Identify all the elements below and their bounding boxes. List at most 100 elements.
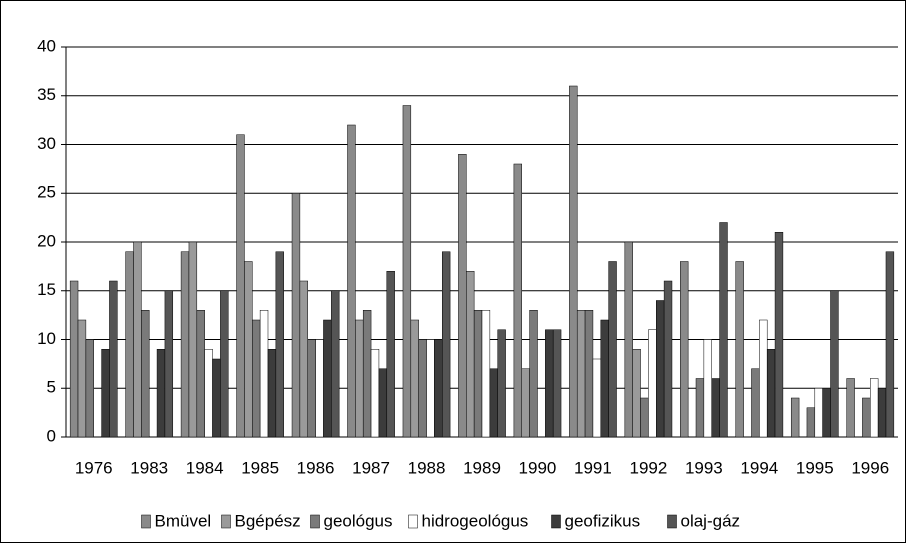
x-tick-label: 1994 [740, 458, 778, 477]
bar [473, 310, 483, 438]
bar [386, 271, 395, 438]
legend-label: geológus [324, 511, 393, 530]
bar [180, 251, 190, 438]
x-tick-label: 1993 [685, 458, 723, 477]
bar [513, 163, 523, 438]
bar [85, 339, 94, 438]
bar [766, 349, 776, 438]
bar [569, 85, 578, 438]
y-tick-label: 15 [37, 280, 56, 299]
bar [552, 329, 562, 438]
bar [291, 193, 301, 438]
bar [489, 368, 498, 438]
bar [774, 232, 784, 438]
bar [204, 349, 213, 438]
bar [331, 290, 340, 438]
bar [592, 358, 602, 438]
bar [378, 368, 388, 438]
x-tick-label: 1976 [75, 458, 113, 477]
x-tick-label: 1988 [408, 458, 446, 477]
bar [608, 261, 617, 438]
x-tick-label: 1987 [352, 458, 390, 477]
y-tick-label: 30 [37, 134, 56, 153]
bar [188, 241, 198, 438]
bar [275, 251, 284, 438]
bar [695, 378, 705, 438]
bar [458, 154, 467, 438]
bar [69, 280, 79, 438]
bar [870, 378, 879, 438]
bar [521, 368, 530, 438]
bar [759, 319, 768, 438]
bar [362, 310, 372, 438]
bar [441, 251, 451, 438]
bar [434, 339, 443, 438]
bar [663, 280, 673, 438]
bar [846, 378, 855, 438]
bar [680, 261, 689, 438]
bar [402, 105, 412, 438]
y-tick-label: 10 [37, 329, 56, 348]
legend-swatch [667, 514, 677, 529]
y-tick-label: 40 [37, 36, 56, 55]
bar [624, 241, 633, 438]
x-tick-label: 1991 [574, 458, 612, 477]
bar [236, 134, 245, 438]
bar [347, 124, 356, 438]
bar [648, 329, 657, 438]
x-tick-label: 1983 [130, 458, 168, 477]
bar [196, 310, 205, 438]
legend-label: geofizikus [565, 511, 641, 530]
bar [410, 319, 419, 438]
bar [790, 397, 800, 438]
bar [814, 388, 823, 438]
x-tick-label: 1984 [186, 458, 224, 477]
bar [323, 319, 332, 438]
bar [497, 329, 506, 438]
bar [885, 251, 895, 438]
x-tick-label: 1989 [463, 458, 501, 477]
bar [545, 329, 554, 438]
bar [703, 339, 712, 438]
bar [632, 349, 641, 438]
x-tick-label: 1990 [519, 458, 557, 477]
bar [101, 349, 110, 438]
bar [466, 271, 475, 438]
bar [267, 349, 277, 438]
x-tick-label: 1995 [796, 458, 834, 477]
legend-swatch [310, 514, 320, 529]
bar [220, 290, 229, 438]
bar [862, 397, 871, 438]
bar [830, 290, 839, 438]
legend-swatch [551, 514, 561, 529]
y-tick-label: 25 [37, 183, 56, 202]
bar [370, 349, 380, 438]
bar [141, 310, 150, 438]
x-tick-label: 1985 [241, 458, 279, 477]
bar [418, 339, 427, 438]
bar [133, 241, 142, 438]
x-tick-label: 1992 [629, 458, 667, 477]
bar [299, 280, 308, 438]
legend-label: Bmüvel [155, 511, 212, 530]
bar [426, 339, 435, 438]
bar [156, 349, 166, 438]
bar [244, 261, 253, 438]
bar [259, 310, 269, 438]
legend-label: Bgépész [235, 511, 301, 530]
bar [877, 388, 887, 438]
x-tick-label: 1996 [851, 458, 889, 477]
legend-swatch [221, 514, 231, 529]
bar [252, 319, 261, 438]
bar [711, 378, 720, 438]
bar [600, 319, 609, 438]
bar [355, 319, 364, 438]
bar [822, 388, 831, 438]
x-tick-label: 1986 [297, 458, 335, 477]
bar [584, 310, 594, 438]
bar [751, 368, 760, 438]
bar [719, 222, 728, 438]
bar [109, 280, 118, 438]
y-tick-label: 0 [47, 426, 56, 445]
bar [77, 319, 87, 438]
